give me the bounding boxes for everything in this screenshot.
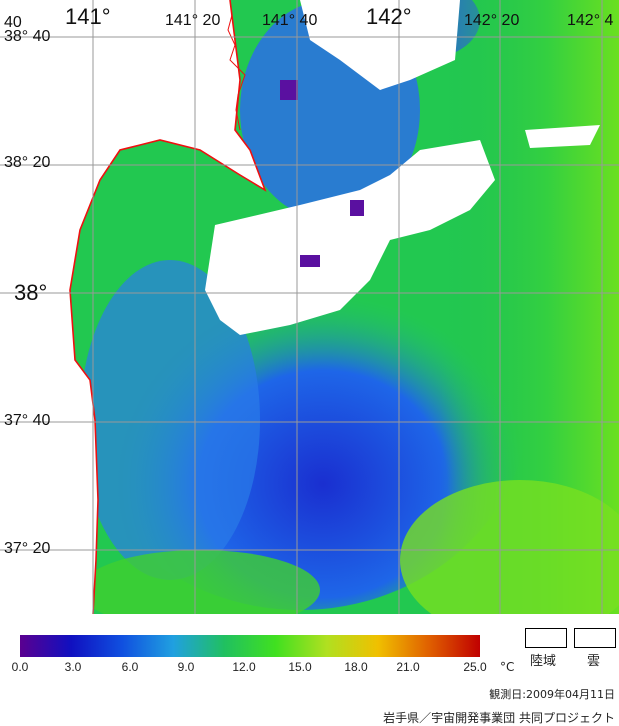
cloud-center (205, 140, 495, 335)
cold-spot (350, 200, 364, 216)
colorbar-tick: 18.0 (344, 660, 368, 674)
south-warm (80, 550, 320, 614)
cold-spot (300, 255, 320, 267)
land-label: 陸域 (530, 654, 557, 669)
lon-label: 142° 4 (567, 12, 614, 29)
unit-label: °C (500, 660, 515, 674)
cloud-swatch (574, 628, 616, 648)
cloud-label: 雲 (587, 654, 601, 669)
temperature-colorbar (20, 635, 480, 657)
cold-spot (280, 80, 298, 100)
map-canvas (0, 0, 619, 614)
colorbar-tick: 0.0 (11, 660, 29, 674)
observation-date: 観測日:2009年04月11日 (489, 688, 615, 701)
cloud-east (525, 125, 600, 148)
lat-label: 38° 40 (4, 28, 51, 45)
colorbar-tick: 25.0 (463, 660, 487, 674)
colorbar-tick: 6.0 (121, 660, 139, 674)
lon-label: 142° 20 (464, 12, 520, 29)
land-area (0, 0, 265, 614)
southeast-warm (400, 480, 619, 614)
lon-label: 141° 40 (262, 12, 318, 29)
cloud-north (300, 0, 460, 90)
land-swatch (525, 628, 567, 648)
lat-label: 37° 40 (4, 412, 51, 429)
lon-label: 142° (366, 4, 412, 29)
lon-label: 141° (65, 4, 111, 29)
coastal-water (80, 260, 260, 580)
inland-boundary (227, 0, 246, 131)
lat-label: 37° 20 (4, 540, 51, 557)
project-credit: 岩手県／宇宙開発事業団 共同プロジェクト (383, 711, 615, 725)
colorbar-tick: 15.0 (288, 660, 312, 674)
legend (0, 614, 619, 725)
colorbar-tick: 21.0 (396, 660, 420, 674)
lat-label: 38° 20 (4, 154, 51, 171)
corner-label: 40 (4, 14, 22, 31)
lat-label: 38° (14, 280, 48, 305)
colorbar-tick: 12.0 (232, 660, 256, 674)
lon-label: 141° 20 (165, 12, 221, 29)
colorbar-tick: 9.0 (177, 660, 195, 674)
lat-lon-grid (0, 0, 619, 614)
colorbar-tick: 3.0 (64, 660, 82, 674)
sea-temperature-map: 40 38° 40 38° 20 38° 37° 40 37° 20 141° … (0, 0, 619, 614)
